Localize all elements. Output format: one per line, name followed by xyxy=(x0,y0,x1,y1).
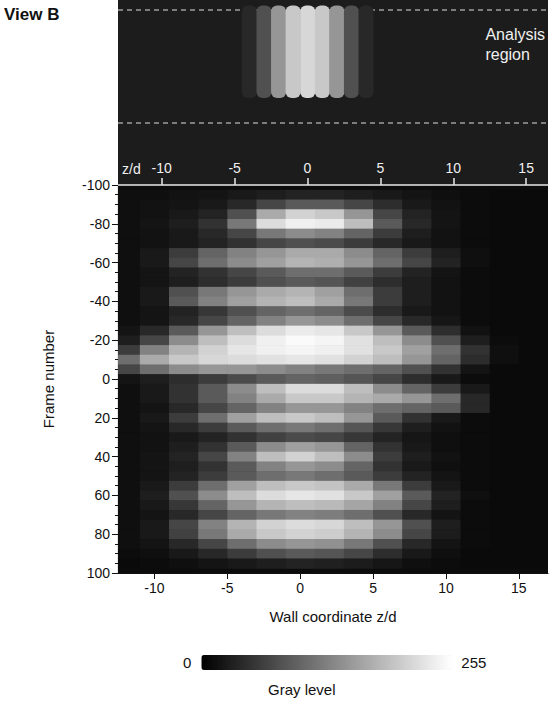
svg-text:-5: -5 xyxy=(228,160,241,176)
svg-text:-5: -5 xyxy=(221,580,234,596)
svg-text:0: 0 xyxy=(304,160,312,176)
svg-text:Wall coordinate z/d: Wall coordinate z/d xyxy=(269,608,396,625)
svg-text:80: 80 xyxy=(94,526,110,542)
svg-text:5: 5 xyxy=(369,580,377,596)
svg-text:5: 5 xyxy=(376,160,384,176)
svg-text:0: 0 xyxy=(296,580,304,596)
svg-text:0: 0 xyxy=(183,654,191,671)
svg-text:10: 10 xyxy=(438,580,454,596)
svg-text:10: 10 xyxy=(445,160,461,176)
svg-text:255: 255 xyxy=(461,654,486,671)
svg-text:region: region xyxy=(485,46,529,63)
svg-text:-40: -40 xyxy=(90,293,110,309)
svg-text:40: 40 xyxy=(94,449,110,465)
svg-text:15: 15 xyxy=(518,160,534,176)
svg-text:15: 15 xyxy=(511,580,527,596)
svg-text:Analysis: Analysis xyxy=(485,26,545,43)
svg-text:-20: -20 xyxy=(90,332,110,348)
svg-text:-100: -100 xyxy=(82,177,110,193)
svg-text:0: 0 xyxy=(102,371,110,387)
svg-text:20: 20 xyxy=(94,410,110,426)
svg-text:-80: -80 xyxy=(90,216,110,232)
svg-text:-10: -10 xyxy=(152,160,172,176)
svg-text:View B: View B xyxy=(4,5,59,24)
svg-text:60: 60 xyxy=(94,487,110,503)
svg-text:Frame number: Frame number xyxy=(40,330,57,428)
svg-text:-60: -60 xyxy=(90,255,110,271)
svg-text:z/d: z/d xyxy=(122,161,141,177)
svg-text:Gray level: Gray level xyxy=(268,681,336,698)
svg-text:-10: -10 xyxy=(144,580,164,596)
svg-text:100: 100 xyxy=(87,565,111,581)
